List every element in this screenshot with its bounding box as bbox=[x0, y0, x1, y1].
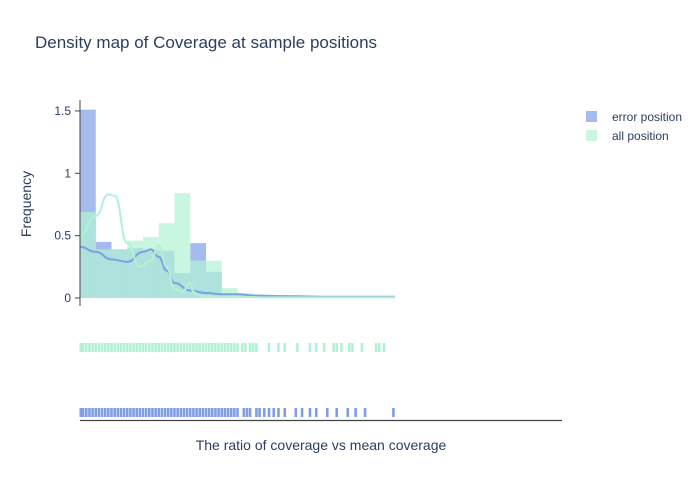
histogram-bar-all bbox=[190, 260, 206, 298]
x-axis-title: The ratio of coverage vs mean coverage bbox=[195, 437, 447, 453]
y-tick-label: 1.5 bbox=[54, 104, 71, 118]
histogram-bar-all bbox=[111, 249, 128, 298]
histogram-bar-all bbox=[95, 249, 112, 298]
legend-item-all[interactable]: all position bbox=[586, 126, 682, 145]
histogram-bar-all bbox=[221, 288, 238, 298]
legend-swatch-error bbox=[586, 111, 597, 122]
histogram-bar-all bbox=[143, 236, 159, 298]
density-curve-all bbox=[79, 193, 395, 299]
histogram-bar-all bbox=[206, 260, 222, 298]
legend-label-error: error position bbox=[612, 109, 683, 124]
y-axis-title: Frequency bbox=[18, 170, 34, 238]
y-tick-label: 0 bbox=[64, 291, 71, 305]
y-tick-label: 1 bbox=[64, 166, 71, 180]
y-tick-label: 0.5 bbox=[54, 229, 71, 243]
chart-title: Density map of Coverage at sample positi… bbox=[35, 33, 378, 52]
legend-label-all: all position bbox=[612, 128, 669, 143]
legend-swatch-all bbox=[586, 130, 597, 141]
legend-item-error[interactable]: error position bbox=[586, 107, 682, 126]
legend: error position all position bbox=[586, 107, 682, 145]
histogram-bar-all bbox=[127, 240, 143, 298]
histogram-bar-all bbox=[174, 193, 191, 298]
density-curve-error bbox=[79, 245, 395, 298]
